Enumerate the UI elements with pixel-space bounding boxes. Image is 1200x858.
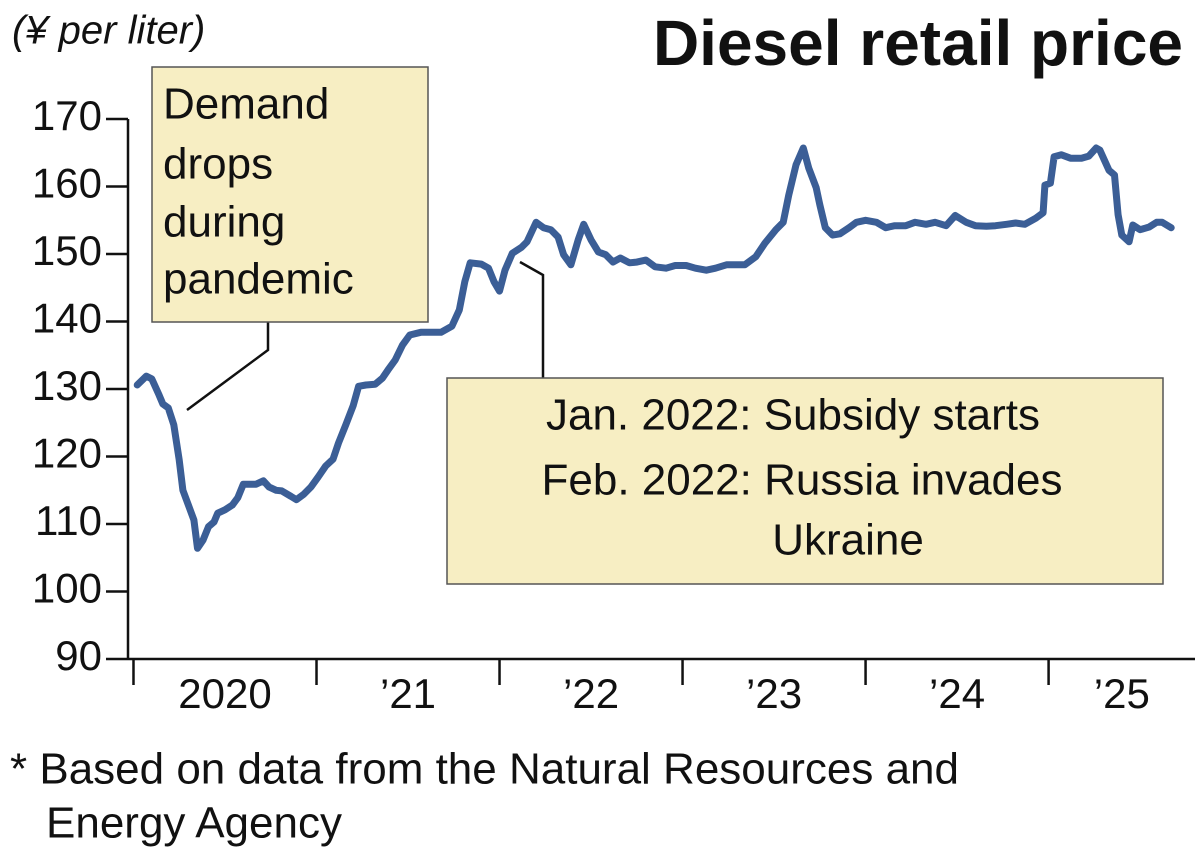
leader-line xyxy=(519,260,545,378)
x-tick-label: ’23 xyxy=(746,670,802,717)
annotation-1: Demand drops during pandemic xyxy=(151,66,429,412)
annotation-text: Demand xyxy=(163,80,329,129)
y-tick-label: 170 xyxy=(32,92,102,139)
annotation-text: Feb. 2022: Russia invades xyxy=(542,456,1063,505)
x-tick-label: ’24 xyxy=(929,670,985,717)
y-tick-label: 160 xyxy=(32,160,102,207)
x-tick-label: 2020 xyxy=(178,670,271,717)
footnote: * Based on data from the Natural Resourc… xyxy=(10,745,959,794)
y-tick-label: 110 xyxy=(35,497,102,544)
y-tick-label: 150 xyxy=(32,227,102,274)
y-tick-label: 140 xyxy=(32,295,102,342)
annotation-text: drops xyxy=(163,140,273,189)
y-tick-label: 100 xyxy=(32,565,102,612)
chart-title: Diesel retail price xyxy=(653,7,1183,79)
annotation-text: Jan. 2022: Subsidy starts xyxy=(546,391,1040,440)
x-tick-label: ’25 xyxy=(1094,670,1150,717)
annotation-text: pandemic xyxy=(163,255,354,304)
price-line xyxy=(133,144,1175,552)
annotation-text: Ukraine xyxy=(772,516,924,565)
annotation-box xyxy=(151,66,429,323)
leader-line xyxy=(186,322,270,412)
y-axis-label: (¥ per liter) xyxy=(12,9,205,53)
y-tick-label: 120 xyxy=(32,430,102,477)
annotation-2: Jan. 2022: Subsidy starts Feb. 2022: Rus… xyxy=(446,260,1164,585)
plot-area: 90 100 110 120 130 140 150 160 170 2020 ’21 ’22 ’23 ’… xyxy=(32,92,1195,717)
y-tick-label: 90 xyxy=(55,632,102,679)
x-tick-label: ’22 xyxy=(563,670,619,717)
footnote: Energy Agency xyxy=(46,799,342,848)
y-tick-label: 130 xyxy=(32,362,102,409)
annotation-text: during xyxy=(163,198,285,247)
annotation-box xyxy=(446,377,1164,585)
x-tick-label: ’21 xyxy=(380,670,436,717)
